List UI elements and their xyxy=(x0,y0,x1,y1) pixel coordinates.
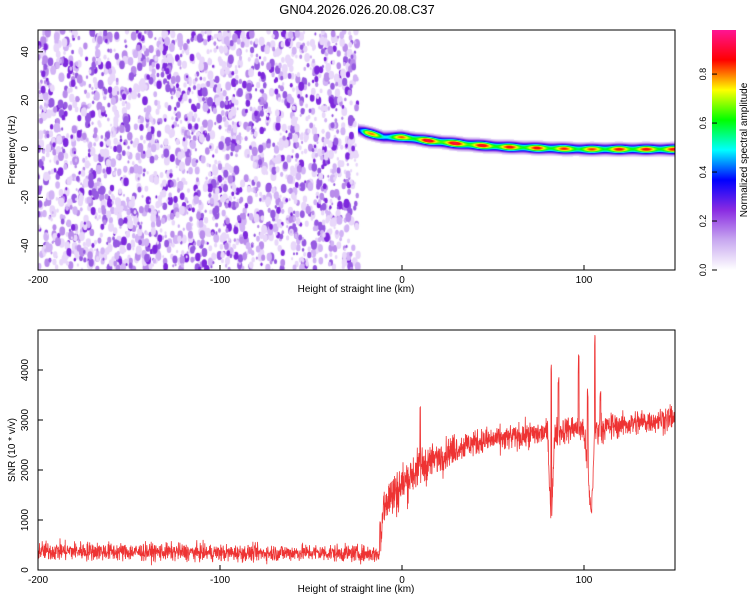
snr-y-tick-label: 0 xyxy=(20,567,31,573)
colorbar-tick-label: 0.2 xyxy=(698,215,708,228)
figure-title: GN04.2026.026.20.08.C37 xyxy=(279,2,434,17)
snr-y-tick-label: 2000 xyxy=(20,458,31,481)
snr-y-tick-label: 1000 xyxy=(20,508,31,531)
spectrogram-x-tick-label: 0 xyxy=(399,275,405,286)
snr-x-tick-label: -100 xyxy=(210,575,230,586)
spectrogram-image xyxy=(38,30,675,270)
snr-frame xyxy=(37,329,676,571)
snr-series-line xyxy=(37,334,676,566)
spectrogram-ylabel: Frequency (Hz) xyxy=(7,116,18,185)
spectrogram-y-tick-label: 0 xyxy=(20,146,31,152)
spectrogram-x-tick-label: -100 xyxy=(210,275,230,286)
spectrogram-xlabel: Height of straight line (km) xyxy=(298,284,415,295)
spectrogram-y-tick-label: 40 xyxy=(20,46,31,58)
colorbar-tick-label: 0.8 xyxy=(698,68,708,81)
colorbar-ticks: 0.0 0.2 0.4 0.6 0.8 xyxy=(698,68,717,276)
snr-y-tick-label: 3000 xyxy=(20,408,31,431)
spectrogram-frame xyxy=(37,29,676,271)
colorbar-tick-label: 0.0 xyxy=(698,264,708,277)
colorbar-tick-label: 0.4 xyxy=(698,166,708,179)
snr-ylabel: SNR (10 * v/v) xyxy=(7,418,18,482)
snr-x-tick-label: 100 xyxy=(576,575,593,586)
snr-x-tick-label: 0 xyxy=(399,575,405,586)
spectrogram-y-tick-label: 20 xyxy=(20,94,31,106)
snr-x-tick-label: -200 xyxy=(28,575,48,586)
snr-y-tick-label: 4000 xyxy=(20,358,31,381)
colorbar: 0.0 0.2 0.4 0.6 0.8 Normalized spectral ampl… xyxy=(698,30,750,276)
spectrogram-y-tick-label: -20 xyxy=(20,190,31,205)
colorbar-tick-label: 0.6 xyxy=(698,117,708,130)
colorbar-label: Normalized spectral amplitude xyxy=(739,82,750,217)
spectrogram-y-tick-label: -40 xyxy=(20,238,31,253)
spectrogram-x-tick-label: 100 xyxy=(576,275,593,286)
snr-xlabel: Height of straight line (km) xyxy=(298,584,415,595)
spectrogram-x-tick-label: -200 xyxy=(28,275,48,286)
colorbar-gradient xyxy=(712,30,736,270)
